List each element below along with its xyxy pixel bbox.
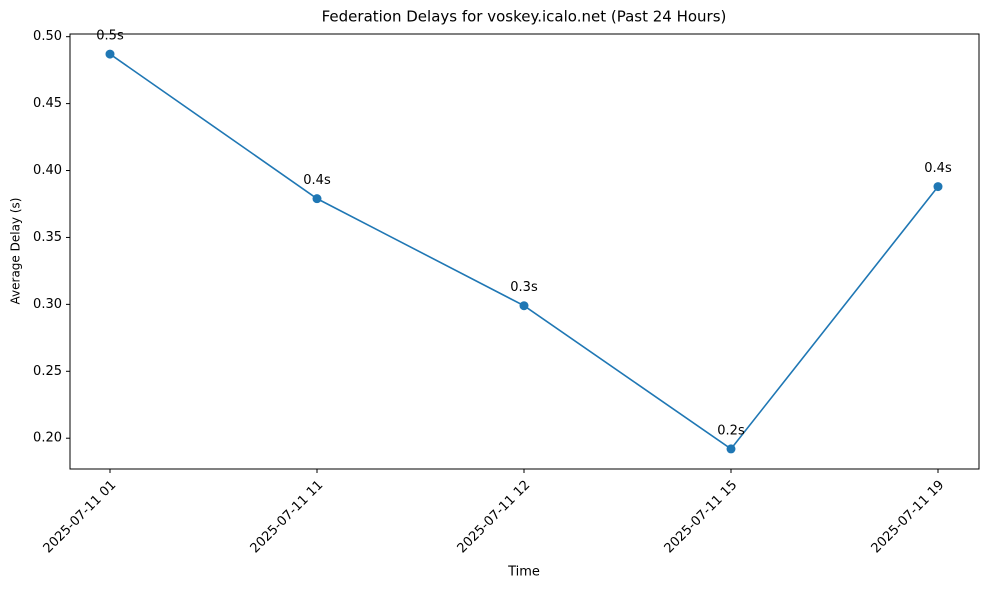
y-tick-label: 0.45 <box>33 96 62 111</box>
y-tick-label: 0.25 <box>33 364 62 379</box>
data-point <box>105 49 115 59</box>
y-tick-label: 0.50 <box>33 29 62 44</box>
data-label: 0.3s <box>510 280 538 295</box>
x-tick-label: 2025-07-11 19 <box>869 478 948 557</box>
data-label: 0.5s <box>96 29 124 44</box>
series-line <box>109 53 939 451</box>
y-tick-label: 0.20 <box>33 431 62 446</box>
y-tick-label: 0.30 <box>33 297 62 312</box>
data-point <box>519 301 529 311</box>
x-tick-label: 2025-07-11 15 <box>662 478 741 557</box>
data-label: 0.4s <box>303 173 331 188</box>
y-axis-label: Average Delay (s) <box>9 198 23 305</box>
chart-title: Federation Delays for voskey.icalo.net (… <box>322 8 727 26</box>
data-label: 0.4s <box>924 161 952 176</box>
y-tick-label: 0.40 <box>33 163 62 178</box>
x-tick-label: 2025-07-11 11 <box>248 478 327 557</box>
data-point <box>312 194 322 204</box>
plot-frame <box>69 33 980 470</box>
y-tick-label: 0.35 <box>33 230 62 245</box>
x-axis-label: Time <box>507 565 540 580</box>
x-tick-label: 2025-07-11 01 <box>41 478 120 557</box>
x-tick-label: 2025-07-11 12 <box>455 478 534 557</box>
data-label: 0.2s <box>717 423 745 438</box>
data-point <box>726 444 736 454</box>
data-point <box>933 182 943 192</box>
